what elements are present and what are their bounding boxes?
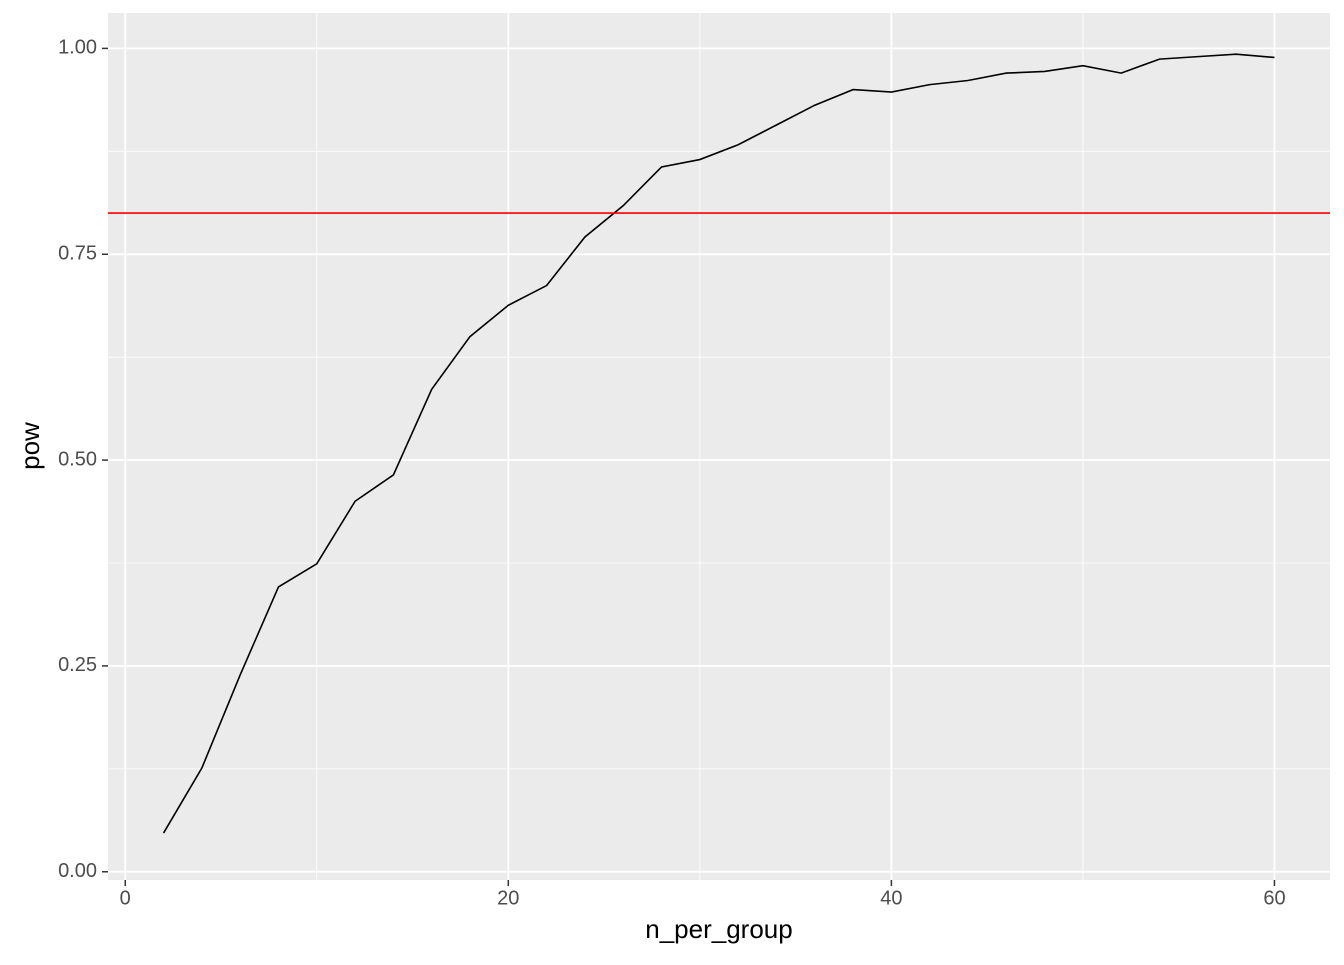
y-tick-label: 0.25: [58, 654, 97, 676]
grid: [108, 13, 1330, 880]
marks: [108, 53, 1330, 834]
x-tick-label: 40: [880, 887, 902, 909]
y-axis-title: pow: [15, 422, 45, 470]
x-tick-label: 20: [497, 887, 519, 909]
x-axis-title: n_per_group: [645, 914, 792, 944]
line: [162, 53, 1275, 834]
y-tick-label: 0.00: [58, 860, 97, 882]
y-tick-label: 1.00: [58, 37, 97, 59]
x-tick-label: 0: [120, 887, 131, 909]
y-tick-label: 0.75: [58, 243, 97, 265]
x-tick-label: 60: [1263, 887, 1285, 909]
y-tick-label: 0.50: [58, 448, 97, 470]
panel: [108, 13, 1330, 880]
